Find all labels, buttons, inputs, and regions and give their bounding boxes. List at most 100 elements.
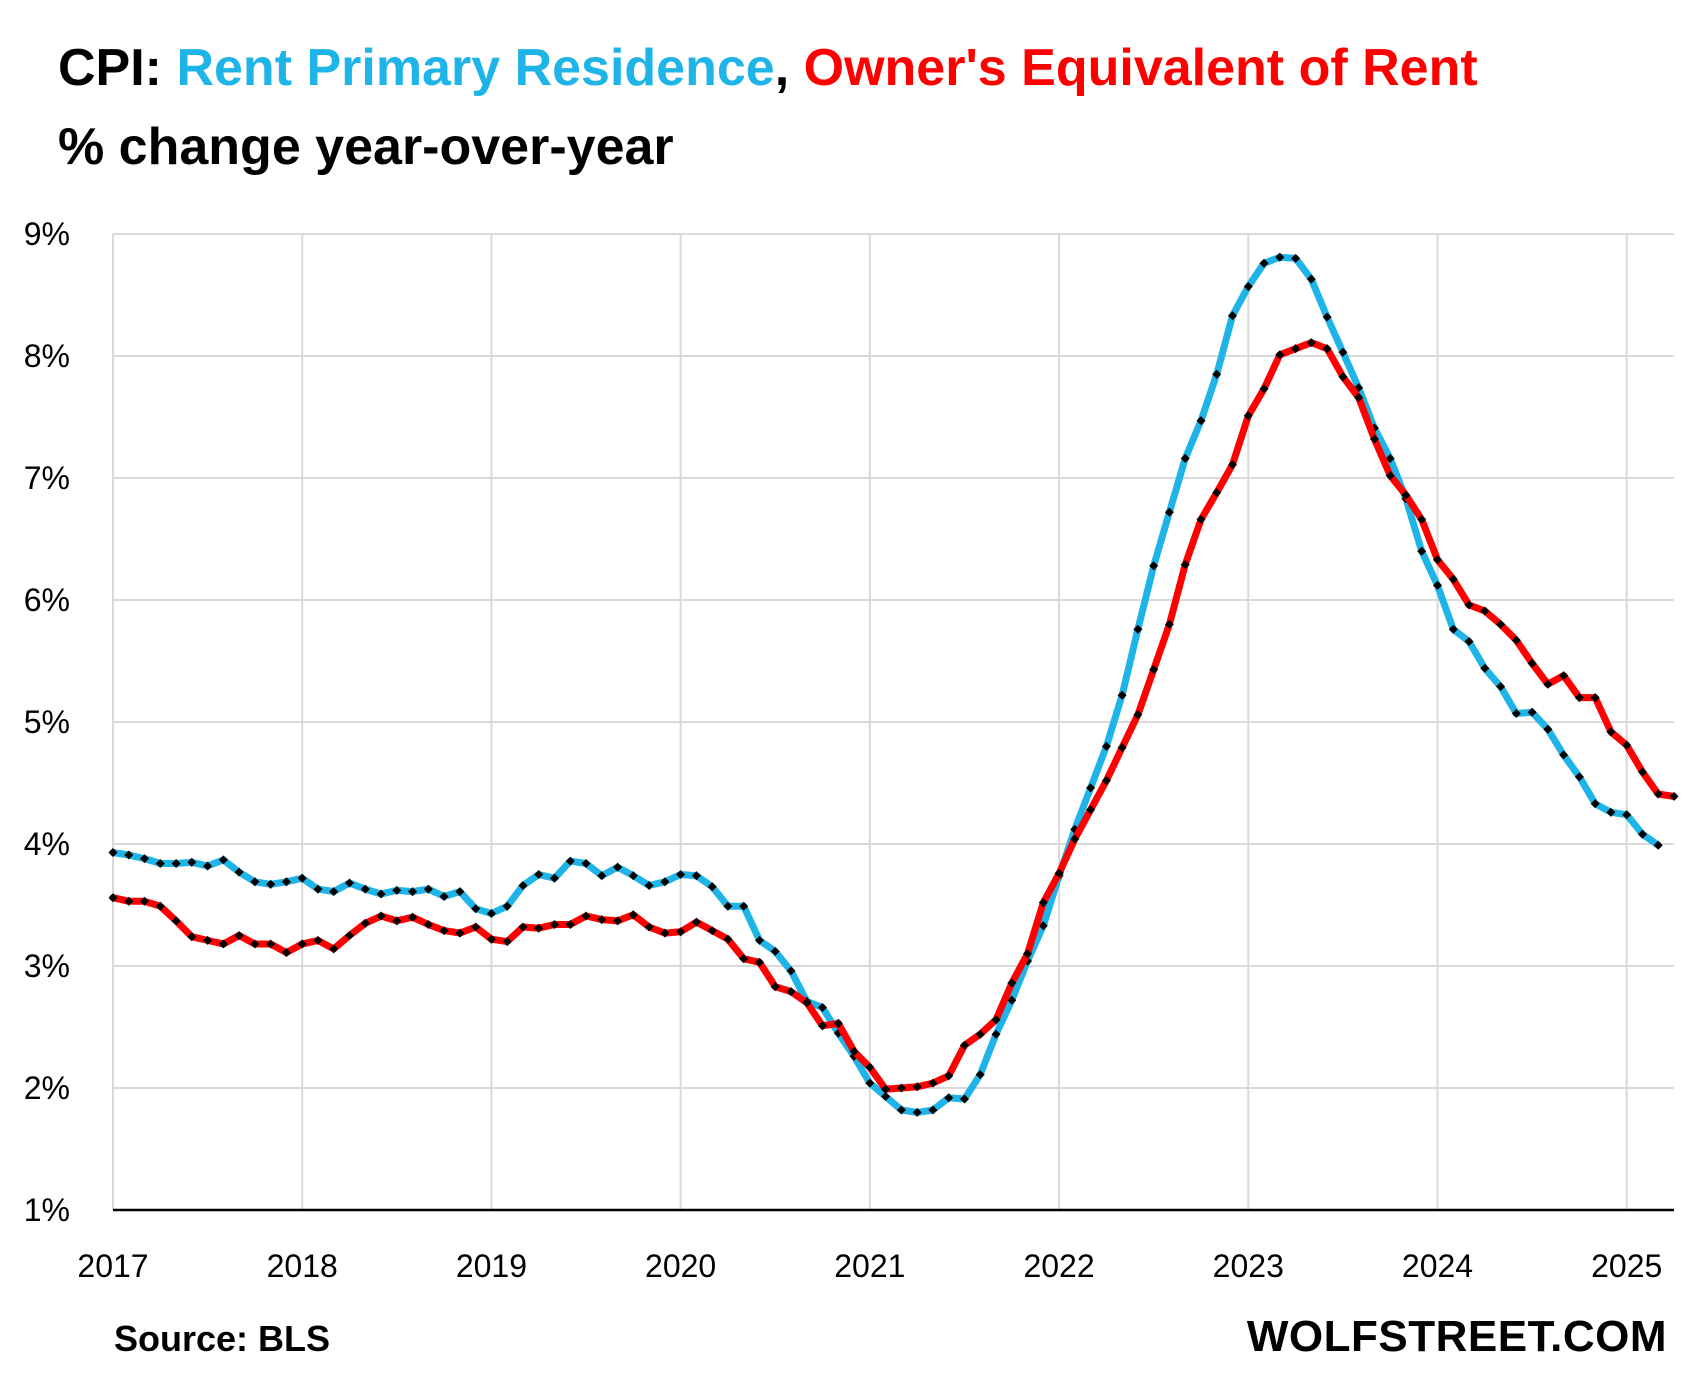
data-point — [707, 882, 717, 892]
data-point — [376, 911, 386, 921]
y-tick-label: 1% — [24, 1192, 70, 1228]
data-point — [691, 917, 701, 927]
data-point — [565, 919, 575, 930]
data-point — [313, 935, 323, 945]
data-point — [549, 873, 560, 883]
title-series-oer: Owner's Equivalent of Rent — [803, 39, 1478, 97]
data-point — [1038, 921, 1048, 931]
title-separator: , — [774, 39, 804, 97]
data-point — [408, 887, 418, 897]
data-point — [1653, 840, 1663, 850]
data-point — [754, 957, 765, 967]
x-tick-label: 2017 — [77, 1248, 148, 1284]
data-point — [881, 1091, 891, 1102]
data-point — [613, 916, 623, 926]
data-point — [1054, 868, 1064, 878]
data-point — [802, 998, 812, 1008]
data-point — [1101, 776, 1111, 786]
source-note: Source: BLS — [114, 1318, 331, 1359]
data-point — [1480, 663, 1490, 673]
data-point — [896, 1105, 906, 1115]
data-point — [991, 1029, 1001, 1039]
data-point — [912, 1082, 922, 1092]
data-point — [1559, 750, 1569, 760]
data-point — [471, 904, 481, 914]
data-point — [739, 901, 749, 911]
series-line — [109, 339, 1678, 1093]
data-point — [991, 1015, 1001, 1025]
data-point — [171, 916, 181, 926]
data-point — [628, 910, 638, 920]
data-point — [928, 1078, 938, 1088]
data-point — [203, 861, 213, 871]
data-point — [1590, 799, 1600, 809]
data-point — [1543, 679, 1553, 689]
x-tick-label: 2021 — [834, 1248, 905, 1284]
brand-watermark: WOLFSTREET.COM — [1246, 1312, 1667, 1361]
data-point — [1007, 995, 1017, 1005]
data-point — [1527, 658, 1537, 668]
data-point — [1448, 574, 1458, 584]
data-point — [944, 1071, 954, 1081]
data-point — [1574, 693, 1584, 703]
data-point — [171, 858, 181, 869]
data-point — [849, 1046, 859, 1056]
x-tick-label: 2020 — [645, 1248, 716, 1284]
x-axis-ticks: 2017 2018 2019 2020 2021 2022 2023 2024 2025 — [77, 1248, 1662, 1284]
data-point — [975, 1070, 985, 1080]
data-point — [1149, 561, 1159, 571]
data-point — [817, 1002, 828, 1013]
data-point — [329, 944, 339, 954]
data-point — [344, 930, 355, 941]
data-point — [1007, 978, 1017, 988]
data-point — [676, 927, 686, 937]
x-tick-label: 2025 — [1591, 1248, 1662, 1284]
data-point — [1669, 791, 1679, 801]
x-tick-label: 2024 — [1402, 1248, 1473, 1284]
data-point — [1196, 514, 1206, 525]
data-point — [865, 1078, 875, 1088]
data-point — [250, 877, 260, 887]
data-point — [1038, 898, 1048, 908]
data-point — [1432, 555, 1443, 565]
data-point — [266, 879, 276, 889]
data-point — [1464, 636, 1474, 647]
data-point — [565, 856, 575, 866]
data-point — [928, 1105, 938, 1115]
title-series-rent: Rent Primary Residence — [176, 39, 775, 97]
data-point — [644, 880, 654, 891]
x-tick-label: 2019 — [456, 1248, 527, 1284]
x-tick-label: 2023 — [1213, 1248, 1284, 1284]
data-point — [297, 873, 307, 883]
data-point — [502, 901, 512, 911]
y-tick-label: 5% — [24, 704, 70, 740]
data-point — [1480, 606, 1490, 616]
data-point — [723, 934, 733, 944]
data-point — [959, 1094, 970, 1104]
data-point — [581, 858, 591, 869]
data-point — [518, 922, 528, 932]
data-point — [1117, 743, 1127, 753]
data-point — [1653, 789, 1663, 799]
y-tick-label: 8% — [24, 338, 70, 374]
data-point — [660, 928, 670, 938]
data-point — [344, 878, 355, 888]
data-point — [471, 922, 481, 932]
data-point — [234, 867, 244, 877]
data-point — [1432, 580, 1443, 590]
data-point — [1101, 741, 1111, 751]
data-point — [376, 889, 386, 899]
data-point — [628, 871, 638, 881]
data-point — [502, 937, 512, 947]
data-point — [1496, 682, 1506, 692]
data-point — [1417, 546, 1427, 556]
y-tick-label: 9% — [24, 216, 70, 252]
data-point — [1637, 767, 1648, 777]
data-point — [865, 1062, 875, 1072]
data-point — [1511, 708, 1521, 719]
data-point — [817, 1021, 828, 1031]
data-point — [739, 954, 749, 964]
series-rent-primary-residence — [108, 252, 1663, 1117]
y-tick-label: 7% — [24, 460, 70, 496]
data-point — [691, 871, 701, 881]
